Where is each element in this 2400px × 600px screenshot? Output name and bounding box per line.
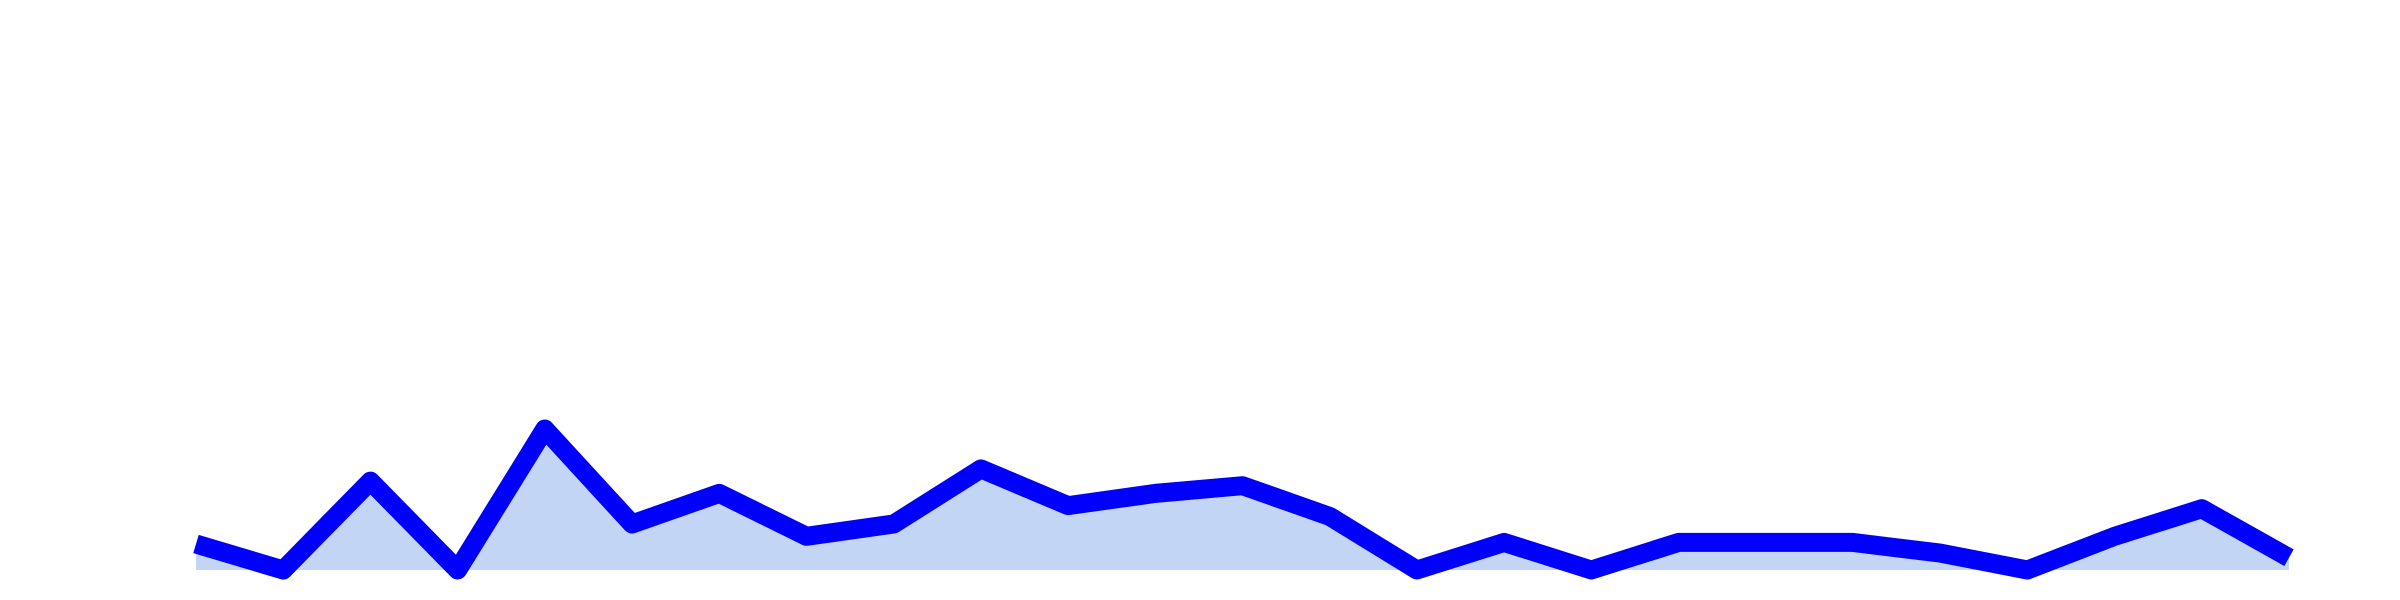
area-fill (196, 429, 2289, 570)
area-line (193, 419, 2294, 580)
